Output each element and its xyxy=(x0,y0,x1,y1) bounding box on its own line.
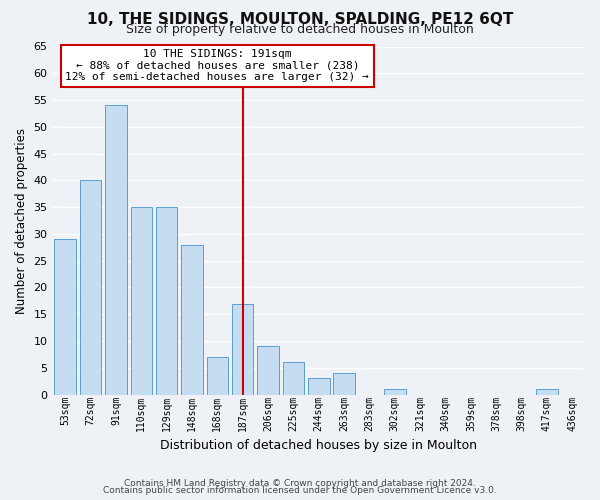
Y-axis label: Number of detached properties: Number of detached properties xyxy=(15,128,28,314)
Bar xyxy=(80,180,101,394)
Text: Size of property relative to detached houses in Moulton: Size of property relative to detached ho… xyxy=(126,24,474,36)
Bar xyxy=(334,373,355,394)
Bar xyxy=(232,304,253,394)
Text: Contains HM Land Registry data © Crown copyright and database right 2024.: Contains HM Land Registry data © Crown c… xyxy=(124,478,476,488)
Bar xyxy=(105,106,127,395)
Bar xyxy=(308,378,329,394)
Bar xyxy=(536,389,558,394)
Bar xyxy=(257,346,279,395)
Text: 10 THE SIDINGS: 191sqm
← 88% of detached houses are smaller (238)
12% of semi-de: 10 THE SIDINGS: 191sqm ← 88% of detached… xyxy=(65,49,369,82)
Text: 10, THE SIDINGS, MOULTON, SPALDING, PE12 6QT: 10, THE SIDINGS, MOULTON, SPALDING, PE12… xyxy=(87,12,513,26)
Bar xyxy=(384,389,406,394)
X-axis label: Distribution of detached houses by size in Moulton: Distribution of detached houses by size … xyxy=(160,440,477,452)
Text: Contains public sector information licensed under the Open Government Licence v3: Contains public sector information licen… xyxy=(103,486,497,495)
Bar xyxy=(156,207,178,394)
Bar xyxy=(181,244,203,394)
Bar xyxy=(206,357,228,395)
Bar xyxy=(131,207,152,394)
Bar xyxy=(55,240,76,394)
Bar xyxy=(283,362,304,394)
